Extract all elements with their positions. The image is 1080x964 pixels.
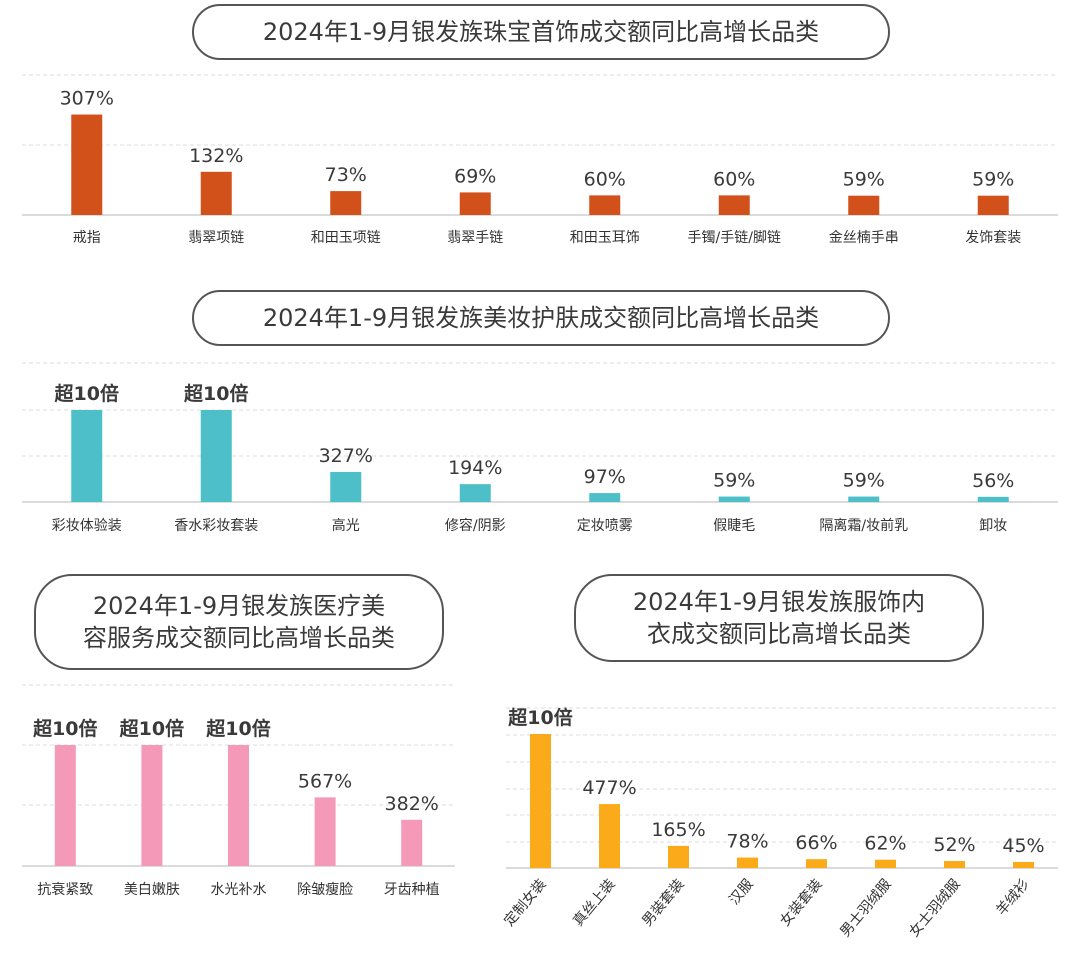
category-label-1: 彩妆体验装 — [52, 518, 122, 534]
bar-8 — [977, 195, 1009, 215]
data-label-2: 477% — [582, 777, 636, 799]
bar-3 — [330, 191, 362, 215]
data-label-7: 59% — [843, 470, 885, 492]
bar-8 — [977, 496, 1009, 502]
data-label-1: 超10倍 — [507, 706, 572, 729]
bar-3 — [228, 745, 249, 866]
category-label-2: 真丝上装 — [570, 876, 618, 929]
category-label-4: 汉服 — [726, 876, 756, 908]
category-label-2: 美白嫩肤 — [124, 882, 180, 898]
chart3-title: 2024年1-9月银发族医疗美 容服务成交额同比高增长品类 — [34, 574, 444, 670]
bar-4 — [314, 797, 336, 866]
data-label-7: 52% — [933, 834, 975, 856]
category-label-2: 翡翠项链 — [188, 230, 244, 246]
chart2-title: 2024年1-9月银发族美妆护肤成交额同比高增长品类 — [192, 290, 890, 346]
category-label-1: 戒指 — [73, 230, 101, 246]
category-label-1: 定制女装 — [501, 876, 550, 930]
category-label-5: 牙齿种植 — [384, 882, 440, 898]
data-label-1: 307% — [60, 88, 114, 110]
category-label-4: 除皱瘦脸 — [297, 881, 353, 898]
data-label-5: 382% — [385, 793, 439, 815]
data-label-3: 165% — [651, 819, 705, 841]
bar-4 — [459, 192, 491, 215]
category-label-1: 抗衰紧致 — [37, 881, 93, 898]
bar-1 — [530, 734, 551, 868]
bar-7 — [848, 195, 880, 215]
category-label-5: 和田玉耳饰 — [570, 230, 640, 246]
data-label-2: 超10倍 — [183, 382, 248, 405]
data-label-3: 73% — [325, 164, 367, 186]
category-label-4: 修容/阴影 — [445, 517, 506, 534]
data-label-5: 66% — [795, 832, 837, 854]
bar-5 — [589, 493, 621, 502]
data-label-4: 69% — [454, 165, 496, 187]
bar-1 — [71, 410, 103, 502]
chart1-title: 2024年1-9月银发族珠宝首饰成交额同比高增长品类 — [192, 4, 890, 60]
data-label-6: 59% — [713, 470, 755, 492]
data-label-5: 60% — [584, 168, 626, 190]
bar-5 — [806, 859, 827, 868]
category-label-4: 翡翠手链 — [447, 230, 503, 246]
bar-6 — [718, 496, 750, 502]
bar-7 — [848, 496, 880, 502]
data-label-4: 567% — [298, 770, 352, 792]
bar-4 — [737, 857, 758, 868]
bar-6 — [718, 195, 750, 215]
category-label-5: 女装套装 — [777, 876, 826, 930]
data-label-4: 194% — [448, 457, 502, 479]
chart4-title: 2024年1-9月银发族服饰内 衣成交额同比高增长品类 — [574, 574, 984, 662]
data-label-4: 78% — [726, 831, 768, 853]
category-label-6: 手镯/手链/脚链 — [688, 230, 781, 246]
bar-2 — [200, 171, 232, 215]
category-label-5: 定妆喷雾 — [577, 518, 633, 534]
bar-1 — [54, 745, 76, 866]
category-label-7: 女士羽绒服 — [906, 876, 964, 941]
bar-4 — [459, 484, 491, 502]
data-label-1: 超10倍 — [54, 382, 119, 405]
category-label-6: 男士羽绒服 — [837, 876, 894, 940]
bar-8 — [1013, 861, 1034, 868]
bar-6 — [875, 859, 896, 868]
category-label-6: 假睫毛 — [713, 518, 755, 534]
category-label-3: 水光补水 — [211, 882, 267, 898]
data-label-5: 97% — [584, 466, 626, 488]
category-label-3: 和田玉项链 — [311, 230, 381, 246]
data-label-2: 超10倍 — [119, 717, 184, 740]
bar-5 — [589, 195, 621, 215]
category-label-7: 金丝楠手串 — [829, 230, 899, 246]
category-label-3: 男装套装 — [639, 876, 687, 929]
bar-3 — [668, 845, 689, 868]
bar-3 — [330, 471, 362, 502]
data-label-8: 59% — [972, 169, 1014, 191]
data-label-7: 59% — [843, 169, 885, 191]
category-label-3: 高光 — [332, 517, 360, 534]
data-label-6: 62% — [864, 833, 906, 855]
category-label-8: 卸妆 — [979, 518, 1007, 534]
category-label-7: 隔离霜/妆前乳 — [819, 517, 908, 534]
bar-1 — [71, 114, 103, 215]
data-label-1: 超10倍 — [32, 717, 97, 740]
data-label-3: 327% — [319, 445, 373, 467]
data-label-8: 56% — [972, 470, 1014, 492]
category-label-8: 羊绒衫 — [993, 876, 1032, 918]
data-label-3: 超10倍 — [205, 717, 270, 740]
bar-2 — [599, 804, 620, 868]
category-label-2: 香水彩妆套装 — [174, 518, 258, 534]
bar-7 — [944, 861, 965, 868]
data-label-6: 60% — [713, 168, 755, 190]
bar-2 — [141, 745, 163, 866]
data-label-2: 132% — [189, 145, 243, 167]
bar-2 — [200, 410, 232, 502]
bar-5 — [401, 819, 423, 866]
category-label-8: 发饰套装 — [965, 230, 1021, 246]
data-label-8: 45% — [1002, 835, 1044, 857]
